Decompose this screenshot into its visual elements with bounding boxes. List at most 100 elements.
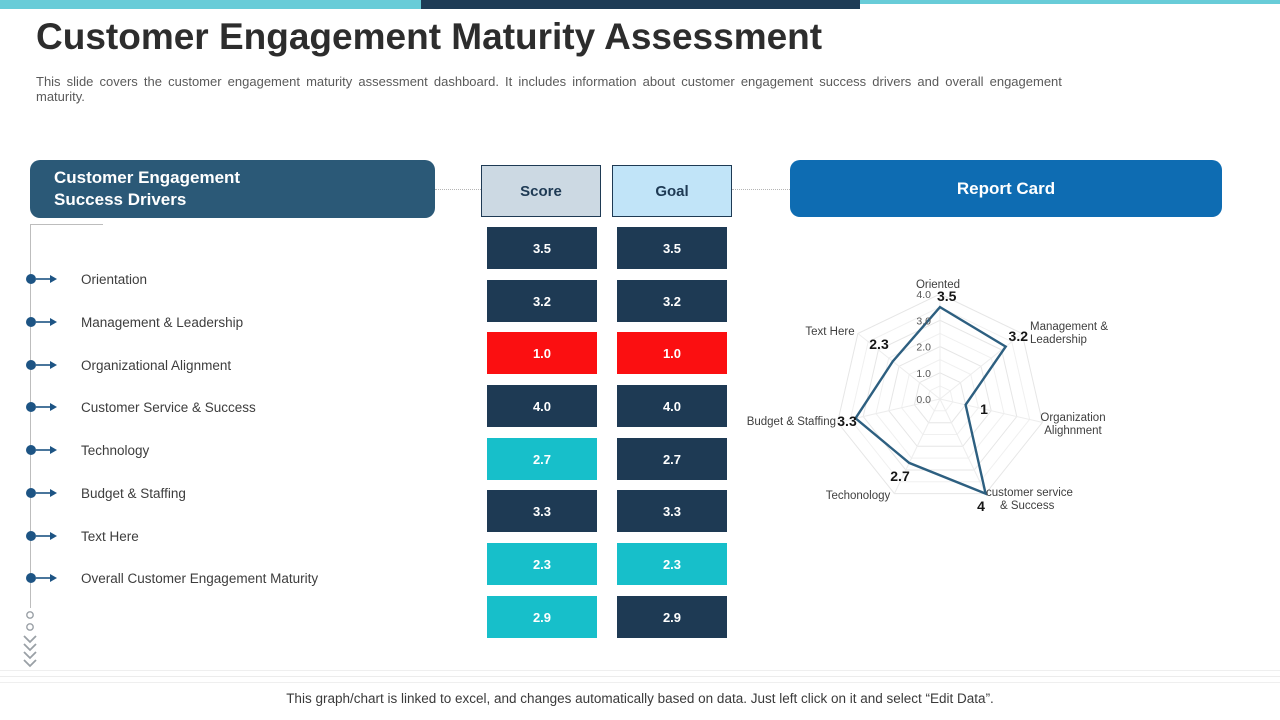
bullet-arrow-icon bbox=[26, 531, 57, 541]
radar-category-label: Organization bbox=[1040, 412, 1105, 424]
drivers-panel-header: Customer Engagement Success Drivers bbox=[30, 160, 435, 218]
radar-spoke bbox=[939, 398, 1043, 423]
radar-axis-tick: 0.0 bbox=[916, 394, 931, 406]
radar-grid-ring bbox=[901, 359, 979, 435]
line-end-chevrons-icon bbox=[23, 611, 37, 668]
score-cell: 3.2 bbox=[487, 280, 597, 322]
driver-item-label: Budget & Staffing bbox=[81, 485, 186, 501]
slide-title: Customer Engagement Maturity Assessment bbox=[36, 16, 823, 57]
drivers-header-line1: Customer Engagement bbox=[54, 167, 241, 187]
bullet-arrow-icon bbox=[26, 360, 57, 370]
radar-category-label: Alighnment bbox=[1044, 425, 1102, 437]
bullet-arrow-icon bbox=[26, 488, 57, 498]
radar-grid-ring bbox=[837, 293, 1043, 495]
driver-item: Organizational Alignment bbox=[25, 355, 231, 375]
footer-note: This graph/chart is linked to excel, and… bbox=[286, 691, 994, 706]
bullet-arrow-icon bbox=[26, 274, 57, 284]
radar-grid-ring bbox=[875, 332, 1005, 459]
radar-category-label: & Success bbox=[1000, 500, 1055, 512]
radar-category-label: Text Here bbox=[805, 326, 854, 338]
score-cell: 3.5 bbox=[487, 227, 597, 269]
radar-value-label: 2.7 bbox=[890, 468, 910, 484]
connector-drivers-score bbox=[435, 189, 481, 190]
accent-bar-teal-left bbox=[0, 0, 421, 9]
score-cell: 2.7 bbox=[487, 438, 597, 480]
goal-cell: 2.3 bbox=[617, 543, 727, 585]
radar-spoke bbox=[939, 333, 1023, 400]
score-cell: 4.0 bbox=[487, 385, 597, 427]
connector-goal-report bbox=[732, 189, 790, 190]
radar-axis-tick: 4.0 bbox=[916, 289, 931, 301]
score-column-header: Score bbox=[481, 165, 601, 217]
drivers-connector-line bbox=[30, 224, 31, 608]
driver-item-label: Text Here bbox=[81, 528, 139, 544]
radar-category-label: Leadership bbox=[1030, 334, 1087, 346]
goal-cell: 3.3 bbox=[617, 490, 727, 532]
drivers-connector-tick bbox=[30, 224, 103, 225]
driver-item-label: Management & Leadership bbox=[81, 314, 244, 330]
bullet-arrow-icon bbox=[26, 573, 57, 583]
goal-header-label: Goal bbox=[655, 182, 689, 200]
radar-value-label: 3.5 bbox=[937, 288, 957, 304]
accent-bar-teal-right bbox=[860, 0, 1280, 4]
radar-value-label: 2.3 bbox=[869, 336, 889, 352]
radar-value-label: 3.2 bbox=[1009, 328, 1029, 344]
driver-item-label: Orientation bbox=[81, 271, 148, 287]
radar-grid-ring bbox=[862, 319, 1018, 471]
report-card-header-label: Report Card bbox=[956, 178, 1056, 198]
driver-item: Overall Customer Engagement Maturity bbox=[25, 568, 318, 588]
radar-grid-ring bbox=[926, 385, 954, 412]
driver-item: Technology bbox=[25, 440, 149, 460]
radar-value-label: 4 bbox=[977, 498, 985, 514]
radar-category-label: Budget & Staffing bbox=[747, 416, 836, 428]
bullet-arrow-icon bbox=[26, 402, 57, 412]
score-cell: 1.0 bbox=[487, 332, 597, 374]
driver-item-label: Technology bbox=[81, 442, 150, 458]
driver-item: Management & Leadership bbox=[25, 312, 243, 332]
radar-axis-tick: 1.0 bbox=[916, 368, 931, 380]
radar-grid-ring bbox=[849, 306, 1031, 483]
goal-column-header: Goal bbox=[612, 165, 732, 217]
radar-grid-ring bbox=[913, 372, 967, 424]
driver-item-label: Customer Service & Success bbox=[81, 399, 256, 415]
drivers-header-line2: Success Drivers bbox=[54, 190, 187, 209]
goal-cell: 4.0 bbox=[617, 385, 727, 427]
driver-item-label: Organizational Alignment bbox=[81, 357, 232, 373]
radar-value-label: 1 bbox=[980, 401, 988, 417]
radar-axis-tick: 2.0 bbox=[916, 342, 931, 354]
footer-divider bbox=[0, 682, 1280, 683]
goal-cell: 2.9 bbox=[617, 596, 727, 638]
driver-item: Budget & Staffing bbox=[25, 483, 186, 503]
footer-divider bbox=[0, 676, 1280, 677]
goal-cell: 3.2 bbox=[617, 280, 727, 322]
radar-spoke bbox=[893, 398, 941, 494]
radar-grid-ring bbox=[888, 345, 992, 447]
radar-category-label: customer service bbox=[986, 487, 1073, 499]
radar-category-label: Management & bbox=[1030, 321, 1108, 333]
radar-spoke bbox=[939, 398, 987, 494]
bullet-arrow-icon bbox=[26, 317, 57, 327]
radar-data-series bbox=[853, 305, 1008, 496]
goal-cell: 1.0 bbox=[617, 332, 727, 374]
radar-value-label: 3.3 bbox=[837, 413, 857, 429]
report-card-header: Report Card bbox=[790, 160, 1222, 217]
bullet-arrow-icon bbox=[26, 445, 57, 455]
score-header-label: Score bbox=[520, 182, 562, 200]
driver-item: Text Here bbox=[25, 526, 139, 546]
goal-cell: 2.7 bbox=[617, 438, 727, 480]
score-cell: 2.9 bbox=[487, 596, 597, 638]
score-cell: 2.3 bbox=[487, 543, 597, 585]
accent-bar-navy-mid bbox=[421, 0, 860, 9]
goal-cell: 3.5 bbox=[617, 227, 727, 269]
driver-item-label: Overall Customer Engagement Maturity bbox=[81, 570, 319, 586]
slide-subtitle: This slide covers the customer engagemen… bbox=[36, 74, 1062, 104]
score-cell: 3.3 bbox=[487, 490, 597, 532]
footer-divider bbox=[0, 670, 1280, 671]
radar-category-label: Techonology bbox=[826, 490, 891, 502]
radar-axis-tick: 3.0 bbox=[916, 315, 931, 327]
driver-item: Orientation bbox=[25, 269, 147, 289]
radar-spoke bbox=[857, 333, 941, 400]
radar-category-label: Oriented bbox=[916, 279, 960, 291]
